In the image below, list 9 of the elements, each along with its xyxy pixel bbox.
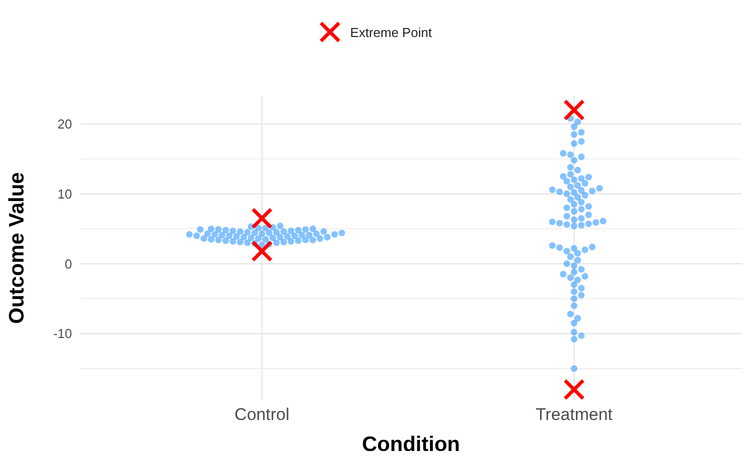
x-tick-label: Control: [234, 405, 290, 424]
x-axis-title: Condition: [362, 433, 460, 456]
legend-label: Extreme Point: [350, 24, 432, 40]
y-tick-label: 0: [64, 256, 72, 272]
y-tick-label: 10: [58, 186, 72, 202]
y-tick-label: -10: [53, 326, 72, 342]
x-tick-label: Treatment: [536, 405, 613, 424]
y-tick-label: 20: [58, 116, 72, 132]
y-axis-title: Outcome Value: [5, 172, 28, 324]
